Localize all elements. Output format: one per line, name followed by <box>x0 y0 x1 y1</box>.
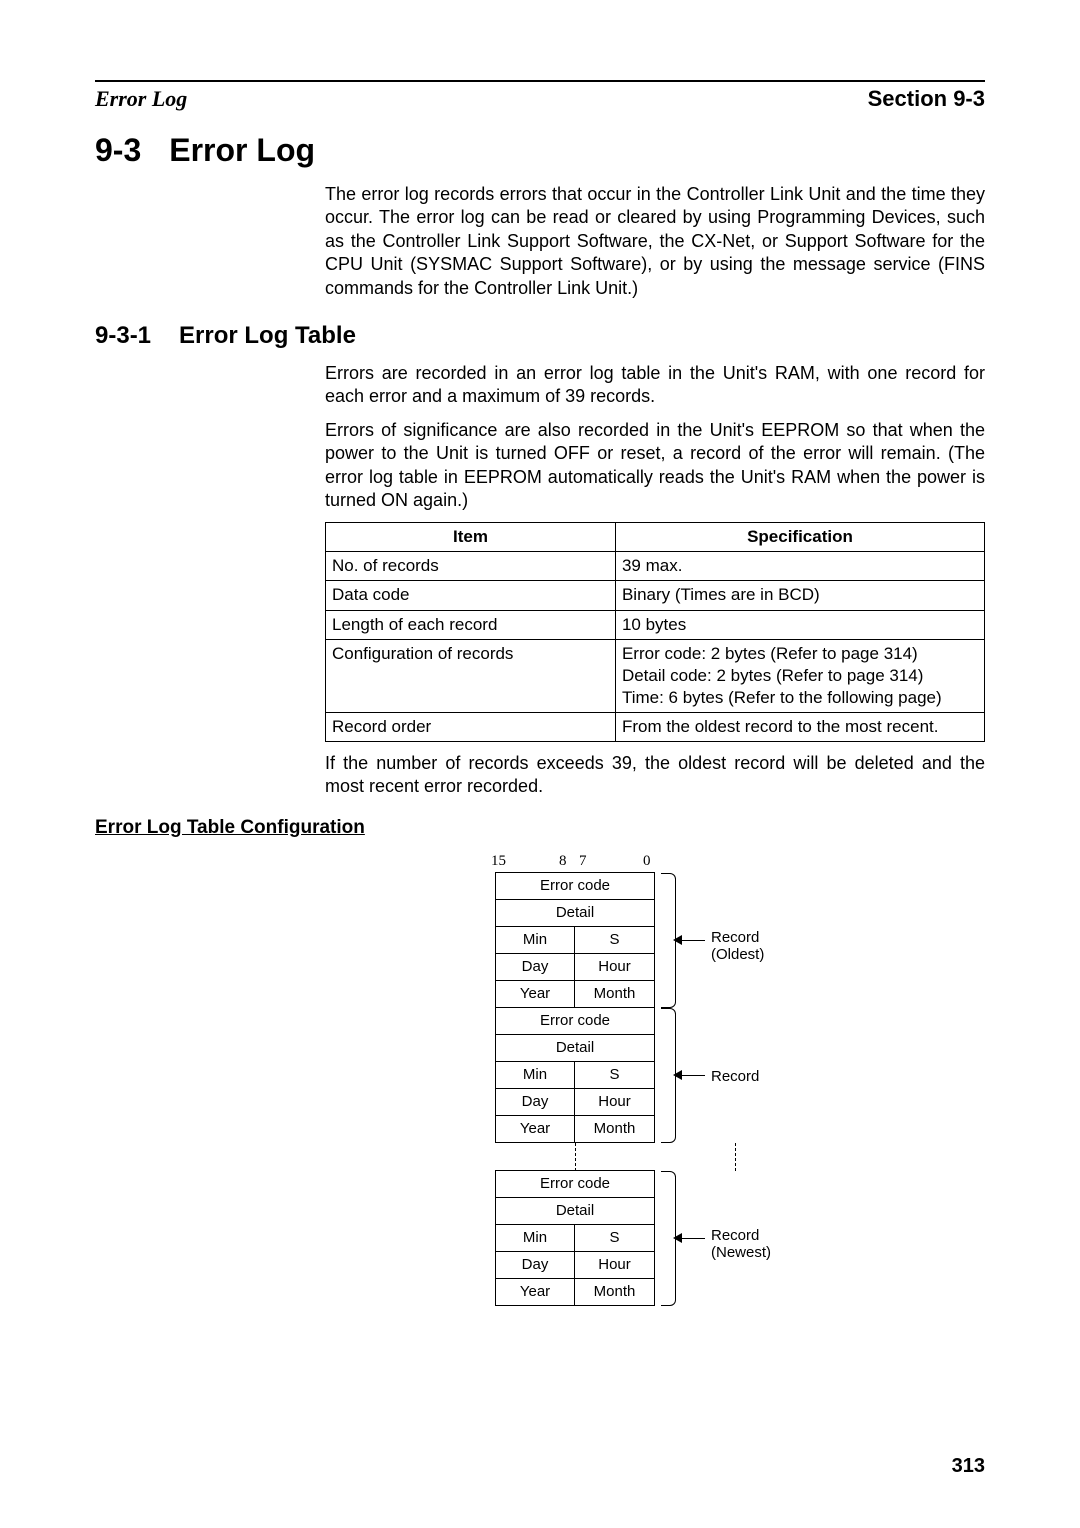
cell-day: Day <box>495 1251 575 1279</box>
intro-paragraph: The error log records errors that occur … <box>325 183 985 300</box>
cell-min: Min <box>495 1224 575 1252</box>
header-rule <box>95 80 985 82</box>
cell-month: Month <box>574 980 655 1008</box>
section-number: 9-3 <box>95 132 141 169</box>
arrow-left-icon <box>673 1070 682 1080</box>
table-cell: Data code <box>326 581 616 610</box>
table-cell: Length of each record <box>326 610 616 639</box>
bit-0: 0 <box>643 853 651 870</box>
table-row: Record order From the oldest record to t… <box>326 712 985 741</box>
bit-7: 7 <box>579 853 587 870</box>
bit-15: 15 <box>491 853 506 870</box>
table-cell: 39 max. <box>615 552 984 581</box>
table-cell: Binary (Times are in BCD) <box>615 581 984 610</box>
table-row: Data code Binary (Times are in BCD) <box>326 581 985 610</box>
subsection-title: Error Log Table <box>179 322 356 350</box>
cell-hour: Hour <box>574 1088 655 1116</box>
cell-month: Month <box>574 1278 655 1306</box>
header-left: Error Log <box>95 86 187 112</box>
record-label-oldest: Record (Oldest) <box>711 929 764 964</box>
cell-day: Day <box>495 1088 575 1116</box>
header-right: Section 9-3 <box>868 86 985 112</box>
table-cell: No. of records <box>326 552 616 581</box>
record-label-newest: Record (Newest) <box>711 1227 771 1262</box>
cell-year: Year <box>495 980 575 1008</box>
cell-year: Year <box>495 1115 575 1143</box>
cell-errorcode: Error code <box>495 1170 655 1198</box>
spec-table-wrap: Item Specification No. of records 39 max… <box>325 522 985 742</box>
table-cell: Record order <box>326 712 616 741</box>
record-label: Record <box>711 1068 759 1085</box>
table-cell: From the oldest record to the most recen… <box>615 712 984 741</box>
vdash-icon <box>735 1143 736 1171</box>
record-newest: Error code Detail Min S Day Hour Year Mo… <box>495 1171 855 1306</box>
cell-hour: Hour <box>574 1251 655 1279</box>
paragraph-3: If the number of records exceeds 39, the… <box>325 752 985 799</box>
config-diagram: 15 8 7 0 Error code Detail Min S Day Hou… <box>495 853 855 1306</box>
section-heading: 9-3 Error Log <box>95 132 985 169</box>
record-middle: Error code Detail Min S Day Hour Year Mo… <box>495 1008 855 1143</box>
table-header-item: Item <box>326 523 616 552</box>
page-header: Error Log Section 9-3 <box>95 86 985 112</box>
record-oldest: Error code Detail Min S Day Hour Year Mo… <box>495 873 855 1008</box>
cell-detail: Detail <box>495 1034 655 1062</box>
arrow-left-icon <box>673 935 682 945</box>
subsection-heading: 9-3-1 Error Log Table <box>95 322 985 350</box>
cell-month: Month <box>574 1115 655 1143</box>
table-header-spec: Specification <box>615 523 984 552</box>
bit-8: 8 <box>559 853 567 870</box>
cell-day: Day <box>495 953 575 981</box>
cell-detail: Detail <box>495 899 655 927</box>
cell-s: S <box>574 1061 655 1089</box>
diagram-gap <box>495 1143 655 1171</box>
config-heading: Error Log Table Configuration <box>95 817 985 839</box>
table-row: Length of each record 10 bytes <box>326 610 985 639</box>
cell-s: S <box>574 926 655 954</box>
table-cell: Error code: 2 bytes (Refer to page 314) … <box>615 639 984 712</box>
vdash-icon <box>575 1143 576 1171</box>
cell-s: S <box>574 1224 655 1252</box>
page-number: 313 <box>952 1455 985 1478</box>
cell-min: Min <box>495 1061 575 1089</box>
cell-hour: Hour <box>574 953 655 981</box>
table-row: No. of records 39 max. <box>326 552 985 581</box>
table-cell: 10 bytes <box>615 610 984 639</box>
paragraph-2: Errors of significance are also recorded… <box>325 419 985 513</box>
paragraph-1: Errors are recorded in an error log tabl… <box>325 362 985 409</box>
subsection-number: 9-3-1 <box>95 322 151 350</box>
cell-errorcode: Error code <box>495 1007 655 1035</box>
table-row: Configuration of records Error code: 2 b… <box>326 639 985 712</box>
arrow-left-icon <box>673 1233 682 1243</box>
section-title: Error Log <box>169 132 315 169</box>
cell-errorcode: Error code <box>495 872 655 900</box>
bit-labels: 15 8 7 0 <box>495 853 855 871</box>
cell-detail: Detail <box>495 1197 655 1225</box>
table-cell: Configuration of records <box>326 639 616 712</box>
spec-table: Item Specification No. of records 39 max… <box>325 522 985 742</box>
cell-min: Min <box>495 926 575 954</box>
cell-year: Year <box>495 1278 575 1306</box>
